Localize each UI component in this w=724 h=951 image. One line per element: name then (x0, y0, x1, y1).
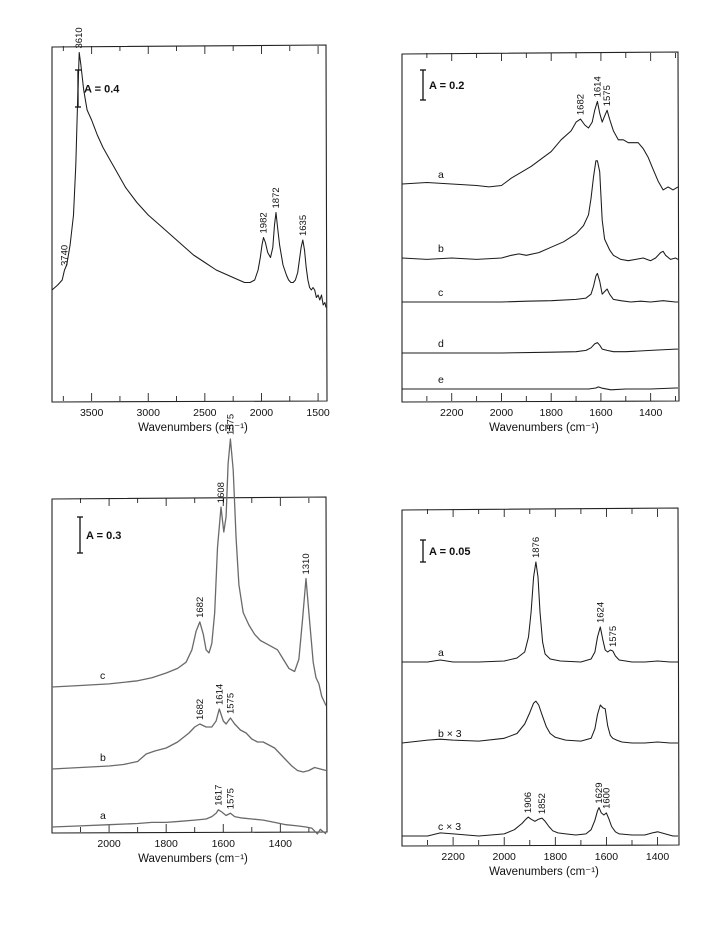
scale-label: A = 0.4 (84, 84, 120, 96)
x-tick-label: 1400 (639, 407, 663, 419)
x-tick-label: 2500 (193, 407, 217, 419)
trace-label: c (438, 287, 443, 299)
spectrum-trace-e (402, 386, 678, 391)
spectrum-trace-d (402, 342, 678, 354)
peak-label: 1906 (523, 792, 534, 813)
peak-label: 1635 (298, 215, 309, 236)
peak-label: 1575 (225, 788, 236, 809)
plot-frame (51, 44, 328, 403)
peak-label: 1982 (259, 212, 270, 233)
peak-label: 1629 (594, 783, 605, 804)
x-tick-label: 2200 (440, 407, 464, 419)
peak-label: 1600 (601, 788, 612, 809)
peak-label: 1575 (225, 693, 236, 714)
peak-label: 1682 (195, 699, 206, 720)
spectrum-trace-b (51, 708, 327, 773)
plot-frame (401, 51, 680, 403)
trace-label: c × 3 (438, 821, 461, 833)
spectrum-trace-c (402, 272, 678, 303)
spectrum-trace-main (51, 51, 327, 308)
plot-frame (401, 507, 680, 847)
peak-label: 1872 (271, 187, 282, 208)
spectrum-trace-b3 (401, 700, 678, 744)
trace-label: a (438, 169, 444, 181)
peak-label: 1682 (195, 597, 206, 618)
x-tick-label: 1500 (306, 407, 330, 419)
peak-label: 1310 (301, 553, 312, 574)
chart-panel-2: 2200 2000 1800 1600 1400 Wavenumbers (cm⁻¹) A … (401, 51, 680, 434)
x-tick-label: 2000 (250, 407, 274, 419)
x-axis-label: Wavenumbers (cm⁻¹) (489, 422, 599, 434)
trace-label: b (438, 243, 444, 255)
x-tick-label: 2000 (490, 407, 514, 419)
x-tick-label: 2000 (97, 838, 121, 850)
spectrum-trace-a (401, 100, 679, 191)
peak-label: 1575 (602, 85, 613, 106)
peak-label: 1614 (592, 76, 603, 97)
x-tick-label: 1400 (646, 851, 670, 863)
x-axis-label: Wavenumbers (cm⁻¹) (138, 853, 248, 865)
trace-label: d (438, 338, 444, 350)
peak-label: 1575 (225, 414, 236, 435)
spectrum-trace-a (402, 561, 678, 663)
peak-label: 1876 (531, 537, 542, 558)
chart-panel-4: 2200 2000 1800 1600 1400 Wavenumbers (cm⁻¹) A … (401, 507, 680, 878)
x-tick-label: 1600 (589, 407, 613, 419)
x-axis-label: Wavenumbers (cm⁻¹) (489, 866, 599, 878)
scale-label: A = 0.3 (86, 530, 121, 542)
trace-label: a (100, 810, 106, 822)
x-tick-label: 2200 (441, 851, 465, 863)
x-tick-label: 1600 (595, 851, 619, 863)
spectrum-trace-a (51, 809, 327, 835)
trace-label: e (438, 374, 444, 386)
peak-label: 1852 (537, 793, 548, 814)
x-tick-label: 2000 (493, 851, 517, 863)
trace-label: b (100, 752, 106, 764)
x-tick-label: 3000 (137, 407, 161, 419)
peak-label: 1608 (216, 482, 227, 503)
x-axis-label: Wavenumbers (cm⁻¹) (138, 422, 248, 434)
x-tick-label: 1800 (540, 407, 564, 419)
peak-label: 1682 (576, 94, 587, 115)
scale-label: A = 0.05 (429, 546, 470, 558)
x-tick-label: 1800 (544, 851, 568, 863)
chart-panel-1: 3500 3000 2500 2000 1500 Wavenumbers (cm⁻¹) A … (51, 27, 330, 434)
spectrum-trace-c (51, 438, 327, 706)
spectrum-trace-c3 (402, 807, 678, 837)
peak-label: 1614 (214, 684, 225, 705)
chart-panel-3: 2000 1800 1600 1400 Wavenumbers (cm⁻¹) A = 0.… (51, 414, 328, 865)
trace-label: c (100, 670, 105, 682)
x-tick-label: 1400 (269, 838, 293, 850)
peak-label: 1624 (595, 602, 606, 623)
spectrum-trace-b (401, 160, 679, 262)
x-tick-label: 1600 (212, 838, 236, 850)
peak-label: 1617 (213, 785, 224, 806)
trace-label: a (438, 647, 444, 659)
scale-label: A = 0.2 (429, 80, 464, 92)
x-tick-label: 1800 (154, 838, 178, 850)
plot-frame (51, 496, 328, 834)
peak-label: 3740 (59, 245, 70, 266)
peak-label: 1575 (608, 626, 619, 647)
trace-label: b × 3 (438, 728, 462, 740)
peak-label: 3610 (74, 27, 85, 48)
x-tick-label: 3500 (80, 407, 104, 419)
